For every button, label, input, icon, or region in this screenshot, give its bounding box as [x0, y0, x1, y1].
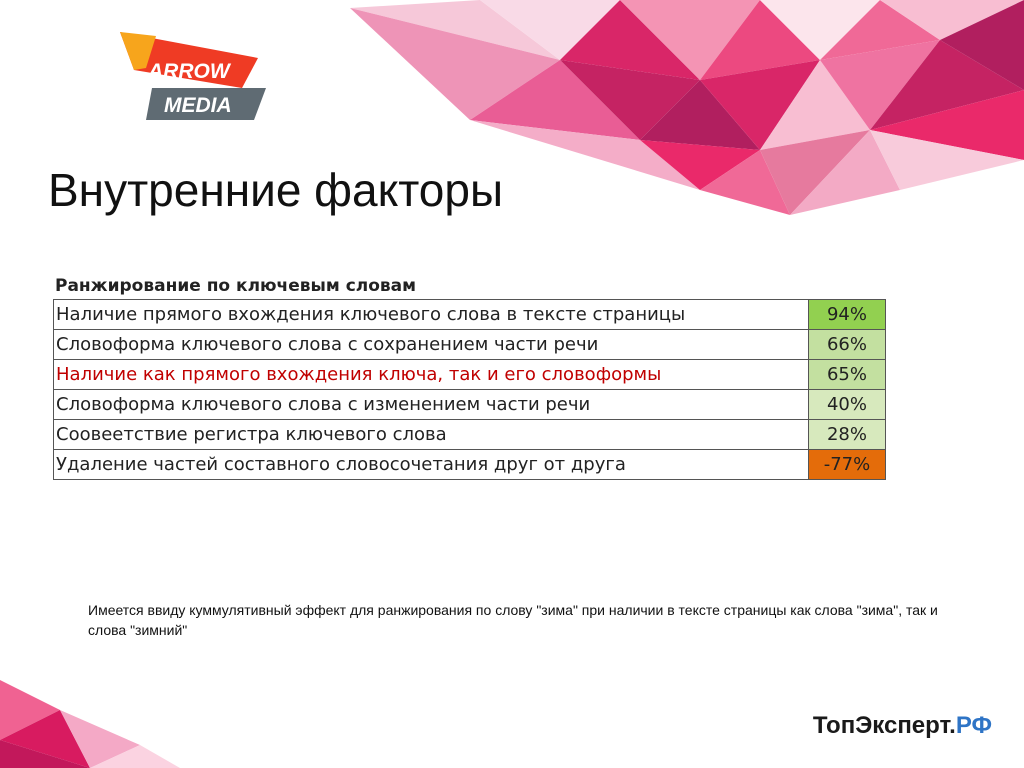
- factor-value: -77%: [808, 449, 886, 480]
- table-row: Удаление частей составного словосочетани…: [53, 449, 886, 480]
- factor-label: Соовеетствие регистра ключевого слова: [53, 419, 809, 450]
- logo-text-arrow: ARROW: [147, 60, 232, 83]
- factor-value: 40%: [808, 389, 886, 420]
- factor-value: 94%: [808, 299, 886, 330]
- table-row: Наличие прямого вхождения ключевого слов…: [53, 299, 886, 330]
- factor-value: 66%: [808, 329, 886, 360]
- factor-label: Удаление частей составного словосочетани…: [53, 449, 809, 480]
- brand-label: ТопЭксперт.РФ: [813, 712, 992, 740]
- table-row: Наличие как прямого вхождения ключа, так…: [53, 359, 886, 390]
- factor-value: 65%: [808, 359, 886, 390]
- table-heading: Ранжирование по ключевым словам: [55, 276, 417, 296]
- factor-value: 28%: [808, 419, 886, 450]
- brand-main: ТопЭксперт.: [812, 712, 956, 739]
- brand-accent: РФ: [955, 712, 992, 739]
- arrow-media-logo: ARROW MEDIA: [120, 32, 266, 120]
- factor-label: Словоформа ключевого слова с изменением …: [53, 389, 809, 420]
- table-row: Словоформа ключевого слова с изменением …: [53, 389, 886, 420]
- table-row: Соовеетствие регистра ключевого слова 28…: [53, 419, 886, 450]
- factor-label: Наличие прямого вхождения ключевого слов…: [53, 299, 809, 330]
- footnote-text: Имеется ввиду куммулятивный эффект для р…: [88, 602, 938, 638]
- page-title: Внутренние факторы: [48, 164, 504, 216]
- ranking-factors-table: Наличие прямого вхождения ключевого слов…: [53, 299, 886, 480]
- table-row: Словоформа ключевого слова с сохранением…: [53, 329, 886, 360]
- factor-label: Наличие как прямого вхождения ключа, так…: [53, 359, 809, 390]
- factor-label: Словоформа ключевого слова с сохранением…: [53, 329, 809, 360]
- logo-text-media: MEDIA: [164, 94, 232, 117]
